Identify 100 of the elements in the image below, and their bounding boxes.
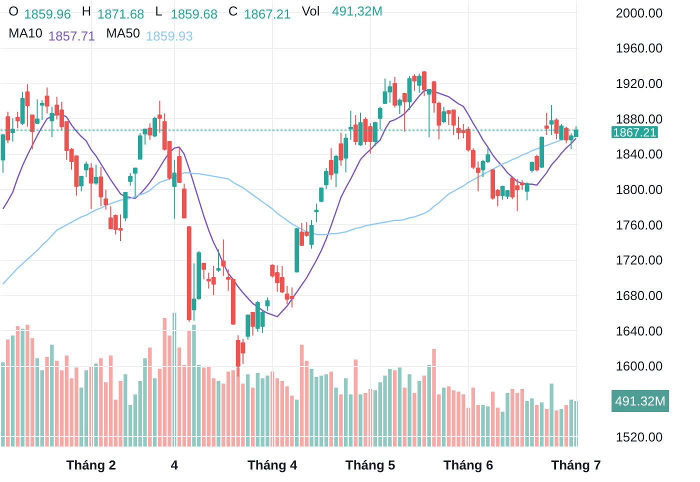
annotation: MA10 1857.71 MA50 1859.93 <box>8 26 193 44</box>
bar <box>442 388 446 446</box>
y-tick-label: 1680.00 <box>616 288 663 303</box>
candlestick <box>378 106 382 130</box>
bar <box>358 394 362 446</box>
candlestick <box>88 162 94 210</box>
bar <box>10 335 15 446</box>
y-tick-label: 1840.00 <box>616 146 663 162</box>
candlestick <box>172 159 177 220</box>
bar <box>402 388 406 446</box>
candlestick <box>314 203 319 223</box>
bar <box>334 388 338 446</box>
candlestick <box>25 84 30 128</box>
bar <box>392 370 397 446</box>
candlestick <box>417 73 422 94</box>
bar <box>6 339 10 446</box>
candlestick <box>344 133 348 173</box>
bar <box>152 378 157 446</box>
candlestick <box>6 111 10 144</box>
bar <box>216 380 220 446</box>
ref-line-label: 1867.21 <box>613 126 657 140</box>
candlestick <box>392 76 398 108</box>
candlestick <box>442 106 446 124</box>
candlestick <box>544 112 549 136</box>
candlestick <box>84 161 88 178</box>
x-tick-label: Tháng 7 <box>551 458 601 472</box>
bar <box>540 402 544 446</box>
x-tick-label: Tháng 4 <box>247 458 298 472</box>
y-tick-label: 1880.00 <box>616 111 663 126</box>
candlestick <box>530 161 534 173</box>
bar <box>246 374 250 446</box>
bar <box>422 376 426 446</box>
candlestick <box>30 114 35 150</box>
bar <box>550 384 554 446</box>
candlestick <box>104 189 108 210</box>
x-tick-label: 4 <box>170 458 179 472</box>
y-tick-label: 1920.00 <box>616 76 663 92</box>
candlestick <box>319 187 324 203</box>
candlestick <box>309 220 314 250</box>
y-tick-label: 1800.00 <box>616 182 663 197</box>
bar <box>148 347 152 446</box>
candlestick <box>412 74 417 92</box>
candlestick <box>128 172 133 186</box>
candlestick <box>250 312 255 336</box>
bar <box>427 364 431 446</box>
y-tick-label: 1720.00 <box>616 252 663 268</box>
y-tick-label: 1640.00 <box>616 323 663 338</box>
candlestick <box>534 154 540 172</box>
bar <box>412 392 416 446</box>
bar <box>408 374 412 446</box>
candlestick <box>157 100 162 134</box>
y-tick-label: 1760.00 <box>616 217 663 232</box>
bar <box>16 326 20 446</box>
bar <box>50 344 54 446</box>
text: 491.32M <box>615 394 666 409</box>
x-tick-label: Tháng 5 <box>345 458 396 472</box>
bar <box>564 405 568 446</box>
bar <box>554 410 558 446</box>
candlestick <box>221 238 226 276</box>
bar <box>45 356 49 446</box>
y-tick-label: 1520.00 <box>616 429 663 444</box>
x-tick-label: Tháng 2 <box>66 458 116 472</box>
candlestick <box>328 148 334 180</box>
bar <box>417 380 422 446</box>
candlestick <box>407 76 412 111</box>
bar <box>398 368 402 446</box>
bar <box>535 405 539 446</box>
candlestick <box>564 126 568 144</box>
bar <box>560 409 564 446</box>
candlestick <box>138 132 142 160</box>
bar <box>1 362 5 446</box>
y-tick-label: 2000.00 <box>616 5 663 20</box>
candlestick <box>40 100 44 120</box>
bar <box>94 364 98 446</box>
candlestick <box>132 167 138 197</box>
candlestick <box>476 161 480 192</box>
candlestick <box>35 98 40 125</box>
candlestick <box>520 180 524 190</box>
candlestick <box>148 122 152 140</box>
candlestick <box>265 297 270 312</box>
candlestick <box>338 132 344 166</box>
candlestick <box>246 314 250 340</box>
text: O 1859.96 H 1871.68 L 1859.68 C 1867.21 Vol 491,32M <box>8 4 383 22</box>
bar <box>354 360 358 446</box>
bar <box>329 372 333 446</box>
bar <box>20 328 24 446</box>
candlestick <box>422 70 426 97</box>
candlestick <box>524 182 530 201</box>
candlestick <box>15 111 20 129</box>
candlestick <box>334 154 338 188</box>
bar <box>295 400 299 446</box>
candlestick <box>79 176 84 192</box>
candlestick <box>44 86 50 114</box>
candlestick <box>216 248 221 272</box>
bar <box>250 388 255 446</box>
y-tick-label: 1600.00 <box>616 358 663 374</box>
candlestick <box>353 114 358 146</box>
x-tick-label: Tháng 6 <box>443 458 494 472</box>
candlestick <box>402 92 407 132</box>
candlestick <box>397 98 402 114</box>
